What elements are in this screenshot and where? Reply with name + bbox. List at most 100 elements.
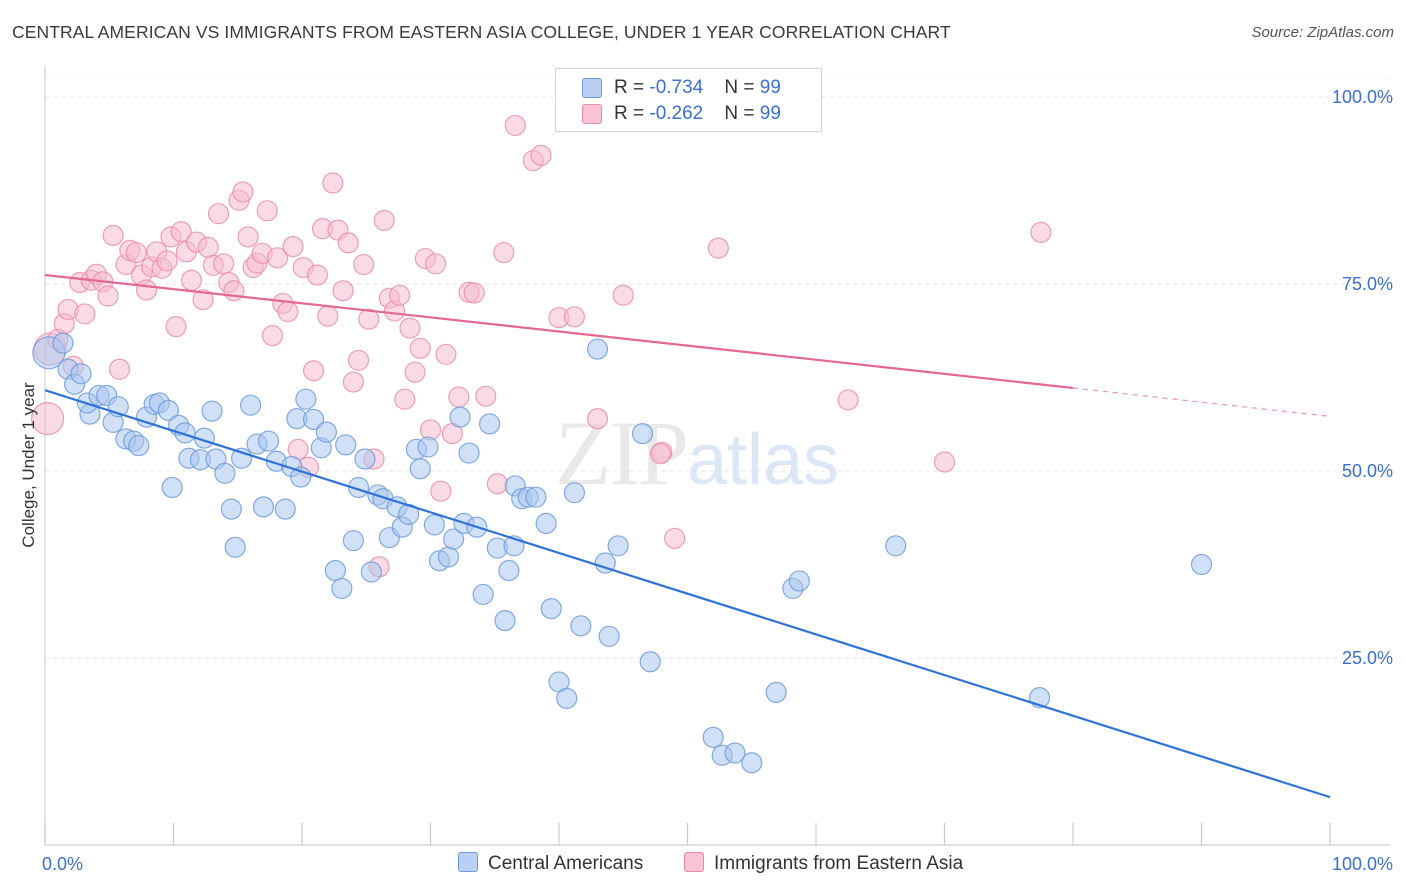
- central-americans-point: [472, 583, 494, 606]
- central-americans-point: [535, 512, 557, 534]
- y-tick-label: 75.0%: [1342, 274, 1393, 294]
- legend-r-value: -0.734: [649, 77, 704, 98]
- eastern-asia-point: [197, 236, 219, 258]
- y-tick-label: 100.0%: [1332, 87, 1393, 107]
- eastern-asia-point: [180, 269, 203, 291]
- eastern-asia-point: [317, 305, 339, 327]
- eastern-asia-point: [404, 361, 426, 383]
- eastern-asia-point: [266, 247, 289, 269]
- eastern-asia-point: [207, 203, 230, 225]
- eastern-asia-point: [530, 144, 552, 166]
- eastern-asia-point: [353, 253, 375, 276]
- legend-r-label: R =: [614, 77, 650, 98]
- central-americans-point: [598, 625, 620, 647]
- eastern-asia-point: [261, 325, 284, 347]
- eastern-asia-point: [586, 408, 609, 430]
- eastern-asia-point: [649, 443, 672, 465]
- central-americans-point: [525, 486, 547, 508]
- chart-title: CENTRAL AMERICAN VS IMMIGRANTS FROM EAST…: [12, 22, 951, 42]
- eastern-asia-point: [399, 317, 421, 339]
- eastern-asia-point: [563, 306, 586, 328]
- central-americans-point: [741, 752, 763, 774]
- bottom-legend-swatch-pink: [684, 852, 704, 872]
- y-axis-title: College, Under 1 year: [19, 382, 38, 548]
- central-americans-point: [128, 434, 150, 457]
- central-americans-point: [423, 514, 445, 536]
- eastern-asia-point: [486, 473, 508, 495]
- central-americans-point: [702, 726, 724, 748]
- central-americans-point: [252, 496, 275, 518]
- bottom-legend-eastern-asia: Immigrants from Eastern Asia: [684, 852, 963, 875]
- central-americans-point: [302, 408, 325, 430]
- central-americans-point: [494, 609, 516, 632]
- central-americans-point: [315, 421, 338, 443]
- axis-labels: 100.0% 75.0% 50.0% 25.0% 0.0% 100.0% College, …: [19, 87, 1393, 874]
- eastern-asia-points: [30, 114, 1052, 578]
- eastern-asia-point: [707, 237, 729, 259]
- central-americans-point: [240, 394, 262, 416]
- central-americans-point: [788, 570, 810, 592]
- correlation-legend: R = -0.734 N = 99 R = -0.262 N = 99: [555, 68, 822, 132]
- central-americans-point: [885, 535, 907, 557]
- central-americans-point: [342, 529, 364, 552]
- central-americans-point: [214, 462, 236, 484]
- eastern-asia-point: [337, 232, 359, 254]
- central-americans-point: [161, 476, 183, 499]
- legend-text: R = -0.262 N = 99: [614, 103, 781, 125]
- central-americans-point: [498, 559, 520, 582]
- legend-swatch-pink: [582, 104, 602, 124]
- bottom-legend-swatch-blue: [458, 852, 478, 872]
- eastern-asia-point: [358, 308, 380, 330]
- eastern-asia-point: [125, 241, 147, 264]
- central-americans-point: [331, 577, 353, 600]
- x-tick-label: 100.0%: [1332, 854, 1393, 874]
- legend-n-label: N =: [724, 103, 760, 124]
- eastern-asia-point: [192, 289, 214, 311]
- y-tick-label: 25.0%: [1342, 648, 1393, 668]
- eastern-asia-point: [425, 253, 447, 275]
- eastern-asia-point: [306, 264, 329, 286]
- central-americans-point: [324, 559, 347, 582]
- central-americans-points: [32, 332, 1213, 774]
- eastern-asia-point: [256, 200, 278, 222]
- central-americans-point: [570, 615, 592, 637]
- eastern-asia-point: [664, 527, 686, 549]
- eastern-asia-point: [389, 284, 411, 306]
- legend-n-value: 99: [759, 103, 781, 124]
- central-americans-point: [586, 338, 609, 360]
- eastern-asia-point: [156, 250, 178, 272]
- eastern-asia-point: [102, 224, 124, 246]
- eastern-asia-trend-line: [44, 273, 1074, 390]
- eastern-asia-point: [1030, 221, 1052, 243]
- eastern-asia-point: [463, 282, 485, 304]
- legend-text: R = -0.734 N = 99: [614, 77, 781, 99]
- eastern-asia-point: [409, 337, 431, 359]
- eastern-asia-point: [237, 226, 259, 248]
- eastern-asia-point: [342, 371, 364, 393]
- central-americans-point: [295, 388, 317, 410]
- central-americans-point: [335, 434, 357, 456]
- central-americans-point: [1190, 553, 1213, 576]
- central-americans-point: [274, 498, 296, 520]
- central-americans-point: [631, 423, 654, 445]
- eastern-asia-point: [448, 386, 470, 408]
- eastern-asia-point: [612, 284, 634, 306]
- eastern-asia-trend-line-extension: [1072, 387, 1331, 417]
- central-americans-point: [157, 399, 179, 422]
- eastern-asia-point: [282, 236, 304, 258]
- central-americans-point: [417, 436, 439, 458]
- central-americans-point: [224, 536, 246, 558]
- y-tick-label: 50.0%: [1342, 461, 1393, 481]
- eastern-asia-point: [277, 301, 299, 323]
- central-americans-point: [607, 535, 629, 557]
- central-americans-point: [765, 681, 787, 704]
- central-americans-point: [220, 498, 242, 520]
- eastern-asia-point: [493, 241, 515, 264]
- eastern-asia-point: [394, 388, 416, 410]
- central-americans-point: [449, 406, 471, 428]
- central-americans-point: [52, 332, 74, 354]
- eastern-asia-point: [213, 253, 235, 275]
- eastern-asia-point: [475, 385, 497, 407]
- central-americans-point: [443, 528, 465, 550]
